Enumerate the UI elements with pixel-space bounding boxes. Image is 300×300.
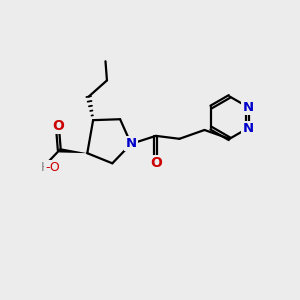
- Text: -O: -O: [45, 161, 60, 174]
- Text: N: N: [242, 100, 253, 113]
- Text: N: N: [125, 137, 136, 150]
- Text: N: N: [242, 122, 253, 135]
- Polygon shape: [59, 148, 87, 153]
- Text: H: H: [40, 161, 50, 174]
- Text: O: O: [150, 156, 162, 170]
- Text: O: O: [52, 118, 64, 133]
